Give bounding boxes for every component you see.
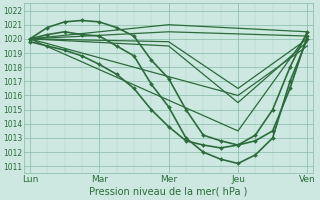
X-axis label: Pression niveau de la mer( hPa ): Pression niveau de la mer( hPa )	[89, 187, 248, 197]
